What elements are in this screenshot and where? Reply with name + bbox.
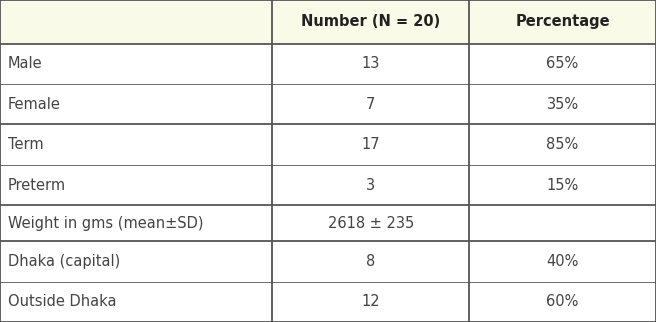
Bar xyxy=(0,205,272,241)
Bar xyxy=(469,165,656,205)
Text: Female: Female xyxy=(8,97,61,112)
Bar xyxy=(0,0,272,44)
Bar xyxy=(469,124,656,165)
Text: 35%: 35% xyxy=(546,97,579,112)
Bar xyxy=(272,205,469,241)
Text: Term: Term xyxy=(8,137,43,152)
Text: Number (N = 20): Number (N = 20) xyxy=(301,14,440,29)
Text: 17: 17 xyxy=(361,137,380,152)
Bar xyxy=(272,124,469,165)
Bar xyxy=(272,241,469,282)
Bar xyxy=(469,205,656,241)
Bar xyxy=(469,241,656,282)
Bar xyxy=(272,282,469,322)
Text: 60%: 60% xyxy=(546,294,579,309)
Text: Outside Dhaka: Outside Dhaka xyxy=(8,294,116,309)
Bar xyxy=(469,282,656,322)
Bar xyxy=(272,0,469,44)
Bar xyxy=(0,124,272,165)
Bar xyxy=(272,84,469,124)
Text: Preterm: Preterm xyxy=(8,177,66,193)
Text: 85%: 85% xyxy=(546,137,579,152)
Text: 65%: 65% xyxy=(546,56,579,71)
Bar xyxy=(0,241,272,282)
Text: 13: 13 xyxy=(361,56,380,71)
Bar xyxy=(469,44,656,84)
Text: 15%: 15% xyxy=(546,177,579,193)
Text: Male: Male xyxy=(8,56,43,71)
Text: 40%: 40% xyxy=(546,254,579,269)
Bar xyxy=(0,282,272,322)
Bar xyxy=(469,0,656,44)
Bar xyxy=(0,165,272,205)
Bar xyxy=(272,165,469,205)
Text: 2618 ± 235: 2618 ± 235 xyxy=(327,216,414,231)
Text: 3: 3 xyxy=(366,177,375,193)
Text: Dhaka (capital): Dhaka (capital) xyxy=(8,254,120,269)
Bar xyxy=(0,44,272,84)
Text: 7: 7 xyxy=(366,97,375,112)
Text: Weight in gms (mean±SD): Weight in gms (mean±SD) xyxy=(8,216,203,231)
Bar xyxy=(272,44,469,84)
Bar xyxy=(469,84,656,124)
Text: 12: 12 xyxy=(361,294,380,309)
Bar xyxy=(0,84,272,124)
Text: 8: 8 xyxy=(366,254,375,269)
Text: Percentage: Percentage xyxy=(515,14,610,29)
